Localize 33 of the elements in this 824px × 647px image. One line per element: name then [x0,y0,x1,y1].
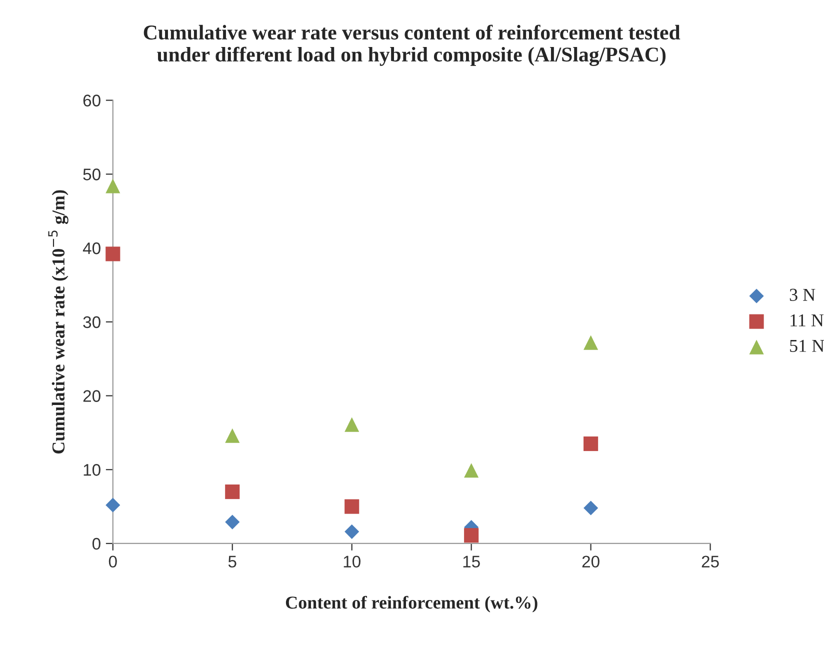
legend-label: 3 N [790,288,816,301]
legend-label: 51 N [790,340,824,352]
point [344,524,360,539]
point [344,499,360,514]
point [106,246,120,262]
point [225,428,240,443]
point [225,514,240,530]
y-tick-label: 30 [83,316,100,328]
x-tick-label: 15 [463,556,480,568]
y-axis-title: Cumulative wear rate (x10$^{−5}$ g/m) [48,190,68,454]
legend-label: 11 N [790,314,824,326]
point [225,484,240,500]
point [344,417,360,432]
y-tick-label: 0 [92,538,100,550]
point [584,436,598,452]
x-axis-title: Content of reinforcement (wt.%) [286,596,538,612]
point [106,498,120,512]
point [464,528,479,543]
y-tick-label: 60 [83,94,100,106]
point [584,500,598,516]
chart-title: Cumulative wear rate versus content of reinforcement tested under different load on hybrid composite (Al/Slag/PSAC) [144,24,680,66]
y-tick-label: 20 [83,390,100,402]
point [584,335,598,350]
point [106,178,120,194]
x-tick-label: 20 [582,556,600,568]
x-tick-label: 0 [108,556,117,568]
y-tick-label: 40 [82,242,100,254]
y-tick-label: 50 [83,168,100,180]
x-tick-label: 10 [344,556,360,568]
y-tick-label: 10 [84,464,100,476]
point [464,463,479,478]
x-tick-label: 5 [228,556,236,568]
x-tick-label: 25 [702,556,719,568]
